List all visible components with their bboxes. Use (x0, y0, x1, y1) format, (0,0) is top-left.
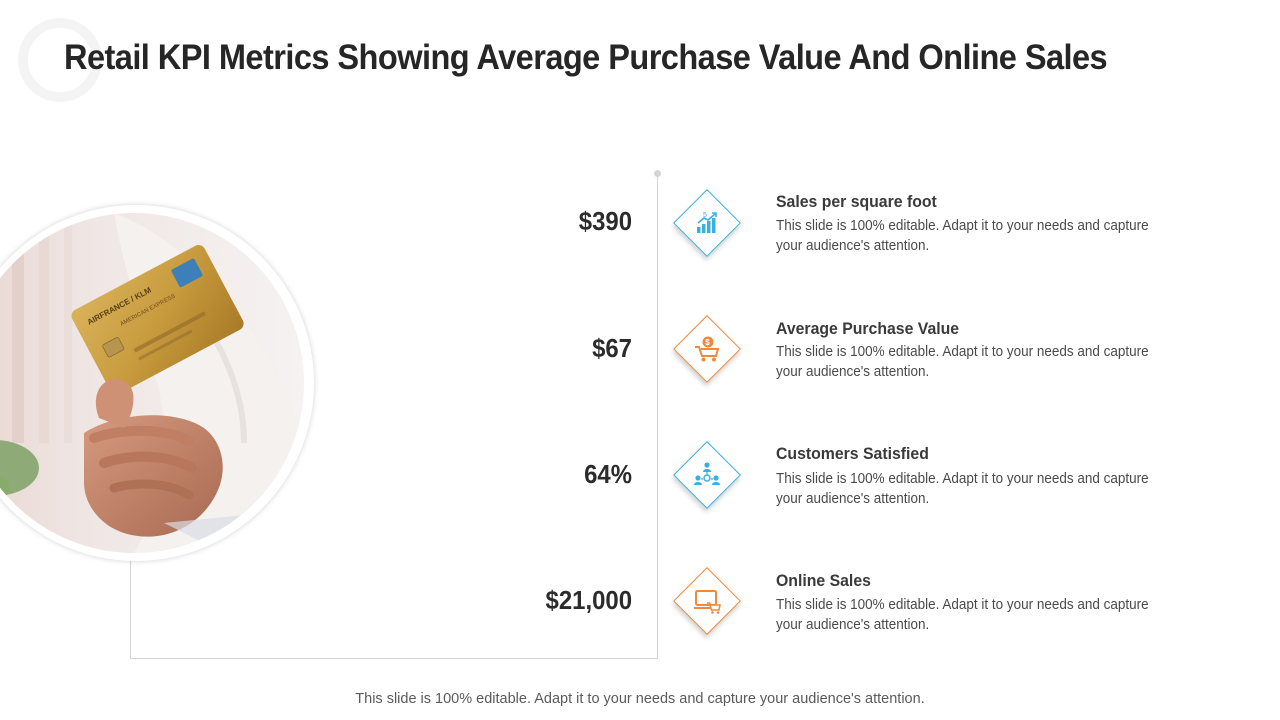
customers-network-icon (694, 462, 720, 485)
decorative-ring (18, 18, 102, 102)
svg-text:$: $ (705, 338, 710, 347)
metric-heading: Average Purchase Value (776, 319, 960, 338)
metric-heading: Sales per square foot (776, 192, 937, 211)
laptop-cart-icon (694, 590, 721, 614)
credit-card-photo: AIRFRANCE / KLM AMERICAN EXPRESS (0, 213, 304, 553)
metric-value-sales-per-square-foot: $390 (578, 206, 632, 236)
metric-description: This slide is 100% editable. Adapt it to… (776, 597, 1149, 633)
metric-value-customers-satisfied: 64% (584, 459, 632, 489)
timeline-vertical-line (657, 176, 658, 658)
metric-description: This slide is 100% editable. Adapt it to… (776, 218, 1149, 254)
metric-description: This slide is 100% editable. Adapt it to… (776, 471, 1149, 507)
metric-value-average-purchase: $67 (592, 333, 632, 363)
metric-heading: Customers Satisfied (776, 444, 929, 463)
footer-note: This slide is 100% editable. Adapt it to… (355, 691, 925, 707)
metric-value-online-sales: $21,000 (545, 585, 632, 615)
connector-horizontal-line (130, 658, 658, 659)
metric-description: This slide is 100% editable. Adapt it to… (776, 344, 1149, 380)
timeline-top-dot (654, 170, 661, 177)
growth-chart-icon: 5 (697, 212, 717, 233)
svg-text:5: 5 (703, 212, 707, 219)
connector-vertical-line (130, 540, 131, 658)
metric-heading: Online Sales (776, 571, 871, 590)
cart-dollar-icon: $ (695, 336, 720, 362)
slide-title: Retail KPI Metrics Showing Average Purch… (64, 38, 1108, 77)
